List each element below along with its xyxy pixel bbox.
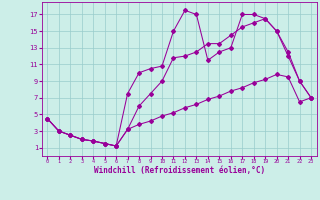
X-axis label: Windchill (Refroidissement éolien,°C): Windchill (Refroidissement éolien,°C): [94, 166, 265, 175]
